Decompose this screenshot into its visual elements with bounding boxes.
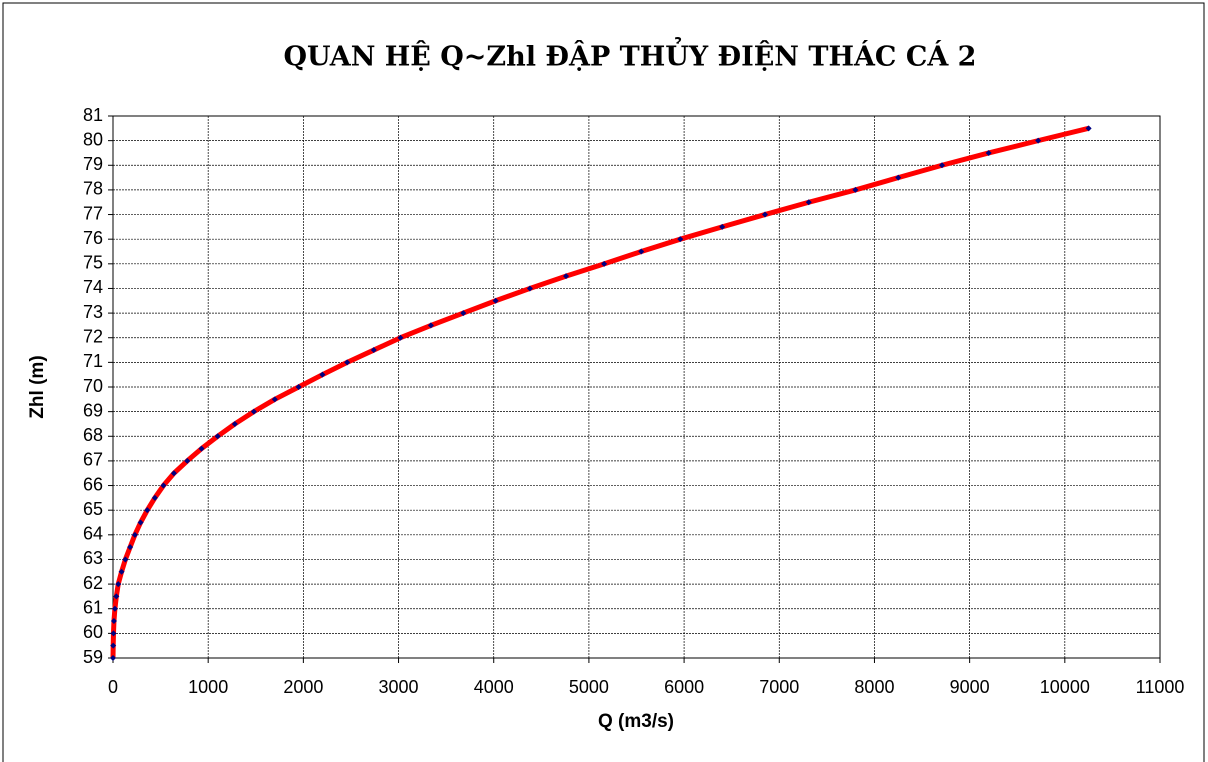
marker bbox=[170, 470, 177, 477]
y-tick-label: 77 bbox=[83, 203, 103, 223]
marker bbox=[895, 174, 902, 181]
marker bbox=[397, 334, 404, 341]
y-tick-label: 72 bbox=[83, 326, 103, 346]
y-tick-label: 65 bbox=[83, 499, 103, 519]
marker bbox=[250, 408, 257, 415]
marker bbox=[427, 322, 434, 329]
marker bbox=[137, 519, 144, 526]
marker bbox=[231, 420, 238, 427]
marker bbox=[151, 494, 158, 501]
marker bbox=[160, 482, 167, 489]
marker bbox=[110, 630, 117, 637]
y-tick-label: 76 bbox=[83, 228, 103, 248]
y-tick-label: 74 bbox=[83, 277, 103, 297]
y-tick-label: 67 bbox=[83, 450, 103, 470]
x-tick-label: 0 bbox=[108, 677, 118, 697]
y-tick-label: 70 bbox=[83, 376, 103, 396]
y-tick-label: 68 bbox=[83, 425, 103, 445]
marker bbox=[198, 445, 205, 452]
marker bbox=[985, 149, 992, 156]
marker bbox=[638, 248, 645, 255]
y-tick-label: 75 bbox=[83, 253, 103, 273]
marker bbox=[110, 618, 117, 625]
y-tick-label: 80 bbox=[83, 129, 103, 149]
marker bbox=[761, 211, 768, 218]
marker bbox=[526, 285, 533, 292]
y-tick-label: 66 bbox=[83, 474, 103, 494]
marker bbox=[492, 297, 499, 304]
x-axis-label: Q (m3/s) bbox=[598, 711, 674, 732]
y-tick-label: 79 bbox=[83, 154, 103, 174]
marker bbox=[184, 457, 191, 464]
marker bbox=[1035, 137, 1042, 144]
y-tick-label: 63 bbox=[83, 548, 103, 568]
x-tick-label: 3000 bbox=[379, 677, 419, 697]
x-tick-label: 7000 bbox=[759, 677, 799, 697]
marker bbox=[939, 162, 946, 169]
marker bbox=[319, 371, 326, 378]
marker bbox=[110, 642, 117, 649]
marker bbox=[127, 544, 134, 551]
marker bbox=[115, 581, 122, 588]
marker bbox=[118, 568, 125, 575]
marker bbox=[1085, 125, 1092, 132]
marker bbox=[719, 223, 726, 230]
marker bbox=[214, 433, 221, 440]
marker bbox=[295, 384, 302, 390]
x-tick-label: 6000 bbox=[664, 677, 704, 697]
y-tick-label: 62 bbox=[83, 573, 103, 593]
plot-area bbox=[112, 115, 1161, 659]
y-tick-label: 78 bbox=[83, 179, 103, 199]
marker bbox=[113, 593, 120, 600]
marker bbox=[370, 347, 377, 354]
marker bbox=[144, 507, 151, 514]
x-tick-label: 8000 bbox=[854, 677, 894, 697]
marker bbox=[601, 260, 608, 267]
x-tick-label: 5000 bbox=[569, 677, 609, 697]
y-tick-label: 64 bbox=[83, 524, 103, 544]
marker bbox=[110, 655, 116, 661]
y-tick-label: 69 bbox=[83, 400, 103, 420]
marker bbox=[677, 236, 684, 243]
marker bbox=[563, 273, 570, 280]
marker bbox=[271, 396, 278, 403]
y-tick-label: 61 bbox=[83, 597, 103, 617]
marker bbox=[344, 359, 351, 366]
x-tick-label: 10000 bbox=[1040, 677, 1090, 697]
marker bbox=[852, 186, 859, 193]
x-tick-label: 1000 bbox=[188, 677, 228, 697]
y-tick-label: 81 bbox=[83, 105, 103, 125]
marker bbox=[460, 310, 467, 317]
y-tick-label: 60 bbox=[83, 622, 103, 642]
y-axis-label: Zhl (m) bbox=[27, 355, 48, 418]
marker bbox=[131, 531, 138, 538]
y-tick-label: 59 bbox=[83, 647, 103, 667]
x-tick-label: 11000 bbox=[1136, 677, 1185, 697]
x-tick-label: 4000 bbox=[474, 677, 514, 697]
marker bbox=[805, 199, 812, 206]
y-tick-label: 71 bbox=[83, 351, 103, 371]
chart-title: QUAN HỆ Q~Zhl ĐẬP THỦY ĐIỆN THÁC CÁ 2 bbox=[284, 36, 977, 73]
x-tick-label: 9000 bbox=[950, 677, 990, 697]
marker bbox=[122, 556, 129, 563]
x-tick-label: 2000 bbox=[283, 677, 323, 697]
y-tick-label: 73 bbox=[83, 302, 103, 322]
marker bbox=[111, 605, 118, 612]
